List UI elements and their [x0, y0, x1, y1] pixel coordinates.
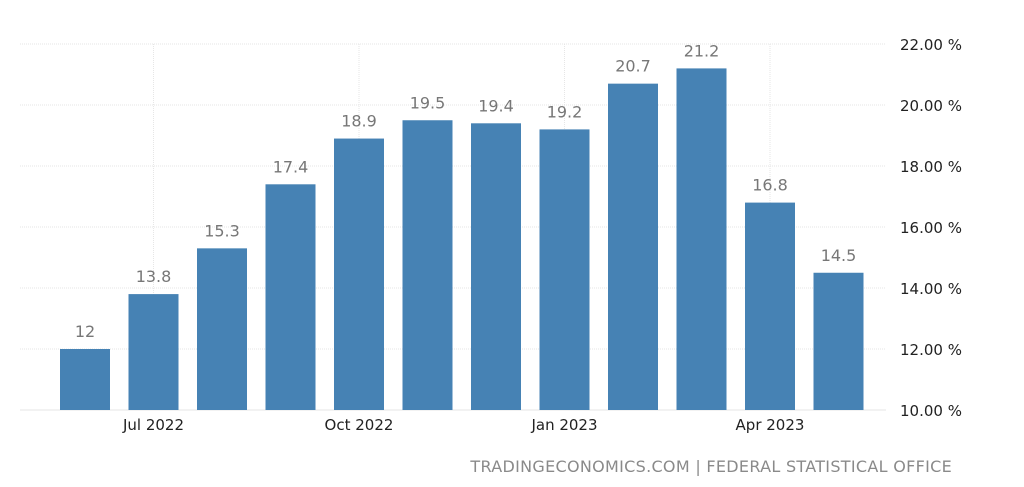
y-tick-label: 22.00 % [900, 36, 962, 54]
bar-value-label: 19.2 [547, 102, 583, 121]
source-attribution: TRADINGECONOMICS.COM | FEDERAL STATISTIC… [470, 457, 952, 476]
bar [128, 294, 179, 410]
bar [402, 120, 453, 410]
x-tick-label: Oct 2022 [325, 416, 394, 434]
bar [676, 68, 727, 411]
bar [813, 272, 864, 410]
bar [608, 83, 658, 411]
bar [60, 349, 110, 410]
x-tick-label: Jan 2023 [530, 416, 597, 434]
y-tick-label: 10.00 % [900, 402, 962, 420]
bar [539, 129, 590, 410]
bar-value-label: 19.5 [410, 93, 446, 112]
bar-value-label: 21.2 [684, 41, 720, 60]
bar [745, 202, 795, 410]
bar-value-label: 17.4 [273, 157, 309, 176]
x-tick-label: Apr 2023 [736, 416, 805, 434]
bar [334, 138, 384, 411]
bar [471, 123, 521, 411]
bar-value-label: 18.9 [341, 112, 377, 131]
bar-value-label: 16.8 [752, 176, 788, 195]
bar-value-label: 12 [75, 322, 95, 341]
bar-value-label: 13.8 [136, 267, 172, 286]
y-tick-label: 14.00 % [900, 280, 962, 298]
y-tick-label: 12.00 % [900, 341, 962, 359]
y-tick-label: 16.00 % [900, 219, 962, 237]
y-tick-label: 20.00 % [900, 97, 962, 115]
x-tick-label: Jul 2022 [122, 416, 184, 434]
bar-value-label: 19.4 [478, 96, 514, 115]
bar-value-label: 15.3 [204, 221, 240, 240]
bar-value-label: 20.7 [615, 57, 651, 76]
bar [265, 184, 316, 410]
y-tick-label: 18.00 % [900, 158, 962, 176]
bar-value-label: 14.5 [821, 246, 857, 265]
bar [197, 248, 247, 410]
